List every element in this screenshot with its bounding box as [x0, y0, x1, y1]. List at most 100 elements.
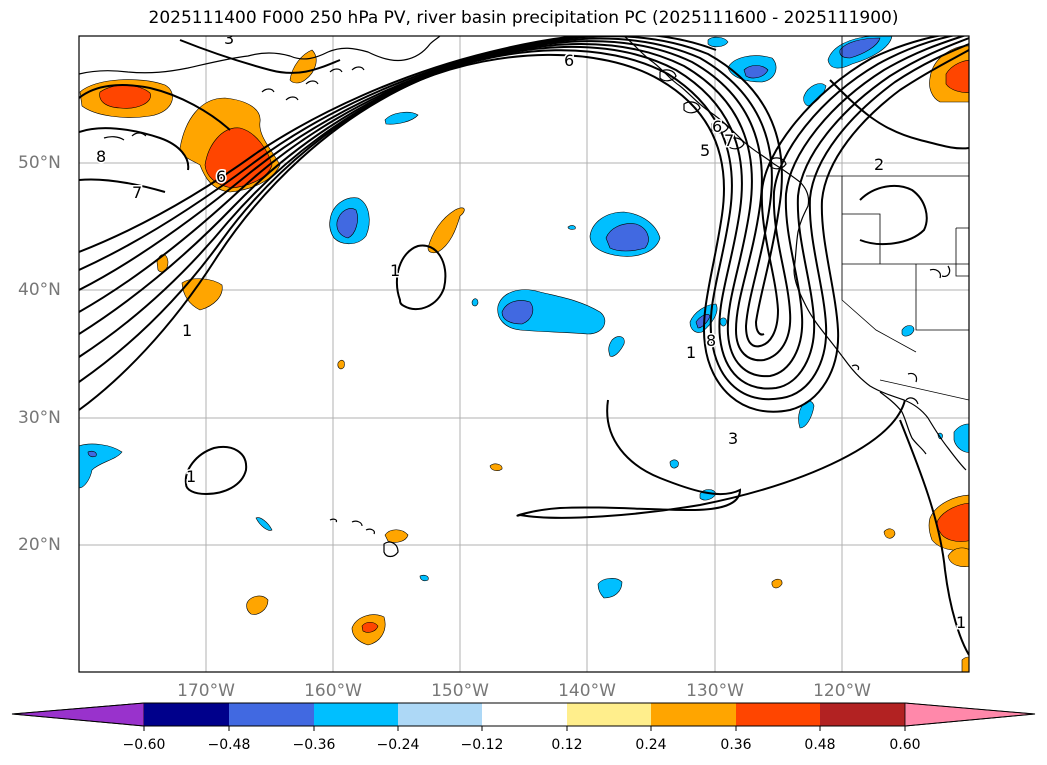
lat-label-40n: 40°N: [18, 280, 61, 300]
colorbar-tick-label: 0.60: [889, 737, 921, 753]
lon-label-160w: 160°W: [304, 681, 362, 701]
patch-sky: [803, 83, 827, 107]
contour-label: 3: [728, 429, 738, 448]
baja-coast: [879, 391, 927, 455]
patch-sky: [719, 317, 727, 327]
patch-sky: [669, 459, 679, 469]
contour-label: 6: [564, 51, 574, 70]
pv-contour: [79, 36, 967, 378]
colorbar-tick-label: 0.48: [804, 737, 836, 753]
pv-contour: [899, 419, 969, 656]
patch-sky: [707, 36, 729, 48]
pv-contour: [79, 36, 956, 362]
contour-label: 1: [186, 467, 196, 486]
pv-contour: [395, 244, 447, 311]
patch-royal: [695, 314, 711, 329]
patch-orange: [771, 578, 783, 589]
patch-orange: [427, 207, 465, 254]
patch-red: [99, 85, 151, 109]
colorbar-tick-label: −0.12: [460, 737, 504, 753]
pv-contour: [79, 84, 231, 131]
colorbar-segment: [736, 703, 820, 726]
patch-sky: [901, 325, 915, 337]
lat-label-20n: 20°N: [18, 535, 61, 555]
patch-sky: [384, 111, 419, 125]
patch-orange: [883, 528, 896, 539]
patch-royal: [501, 300, 534, 325]
contour-label: 6: [216, 167, 226, 186]
patch-orange: [961, 656, 969, 672]
colorbar-segment: [651, 703, 736, 726]
colorbar-segment: [398, 703, 482, 726]
colorbar-ticks: [143, 726, 906, 731]
contour-label: 1: [686, 343, 696, 362]
patch-royal: [743, 65, 769, 79]
contour-label: 2: [874, 155, 884, 174]
hawaii-islands: [329, 518, 399, 558]
patch-royal: [605, 223, 649, 252]
contour-labels: 3 6 8 7 6 1 1 5 6 7 2 8 1 3 1 1: [95, 36, 968, 634]
colorbar-segment: [482, 703, 567, 726]
colorbar-tick-label: 0.12: [551, 737, 583, 753]
patch-orange: [337, 359, 345, 370]
contour-label: 6: [712, 117, 722, 136]
contour-label: 5: [700, 141, 710, 160]
lon-label-130w: 130°W: [686, 681, 744, 701]
patch-sky: [608, 336, 625, 357]
lon-label-120w: 120°W: [813, 681, 871, 701]
lon-label-150w: 150°W: [431, 681, 489, 701]
negative-anomaly-patches: [79, 36, 969, 599]
coast-detail: [851, 265, 951, 383]
patch-orange: [246, 595, 269, 615]
bc-islands: [659, 69, 787, 170]
pv-contour: [79, 178, 166, 193]
lat-label-50n: 50°N: [18, 153, 61, 173]
patch-royal: [87, 450, 97, 458]
colorbar-segment: [567, 703, 651, 726]
colorbar-tick-label: −0.24: [376, 737, 420, 753]
colorbar-tick-label: 0.36: [720, 737, 752, 753]
patch-sky: [419, 574, 429, 582]
pv-contour: [79, 37, 969, 390]
colorbar-segment: [229, 703, 314, 726]
patch-orange: [947, 547, 969, 567]
colorbar-tick-label: −0.48: [207, 737, 251, 753]
colorbar-extension-low: [11, 702, 145, 727]
colorbar-extension-high: [904, 702, 1036, 727]
map-plot: 3 6 8 7 6 1 1 5 6 7 2 8 1 3 1 1: [78, 35, 970, 673]
patch-sky: [567, 225, 576, 230]
pv-contour: [79, 43, 969, 401]
state-boundaries: [841, 176, 969, 401]
patch-sky: [255, 517, 273, 531]
pv-contour: [829, 79, 969, 150]
map-title: 2025111400 F000 250 hPa PV, river basin …: [148, 8, 899, 28]
patch-red: [204, 127, 273, 189]
patch-sky: [471, 298, 479, 307]
pv-contour: [79, 127, 190, 171]
lon-label-170w: 170°W: [177, 681, 235, 701]
alaska-coast: [79, 36, 441, 75]
patch-royal: [336, 208, 358, 239]
pv-contour: [79, 36, 942, 348]
patch-red: [945, 59, 969, 93]
contour-label: 1: [182, 321, 192, 340]
contour-label: 8: [96, 147, 106, 166]
colorbar-segment: [144, 703, 229, 726]
pv-contour: [184, 446, 248, 496]
patch-orange: [489, 463, 503, 471]
lon-label-140w: 140°W: [558, 681, 616, 701]
colorbar-tick-label: −0.36: [292, 737, 336, 753]
colorbar-tick-label: −0.60: [122, 737, 166, 753]
pv-contour: [516, 399, 906, 519]
patch-sky: [597, 578, 623, 599]
pv-contours: [79, 36, 969, 656]
pv-contour: [179, 39, 341, 74]
contour-label: 1: [390, 261, 400, 280]
patch-sky: [953, 423, 969, 453]
pv-contour: [859, 184, 928, 246]
pv-contour: [79, 36, 783, 336]
colorbar-segment: [314, 703, 398, 726]
lat-label-30n: 30°N: [18, 408, 61, 428]
pv-contour: [79, 36, 717, 253]
colorbar: [11, 702, 1036, 731]
